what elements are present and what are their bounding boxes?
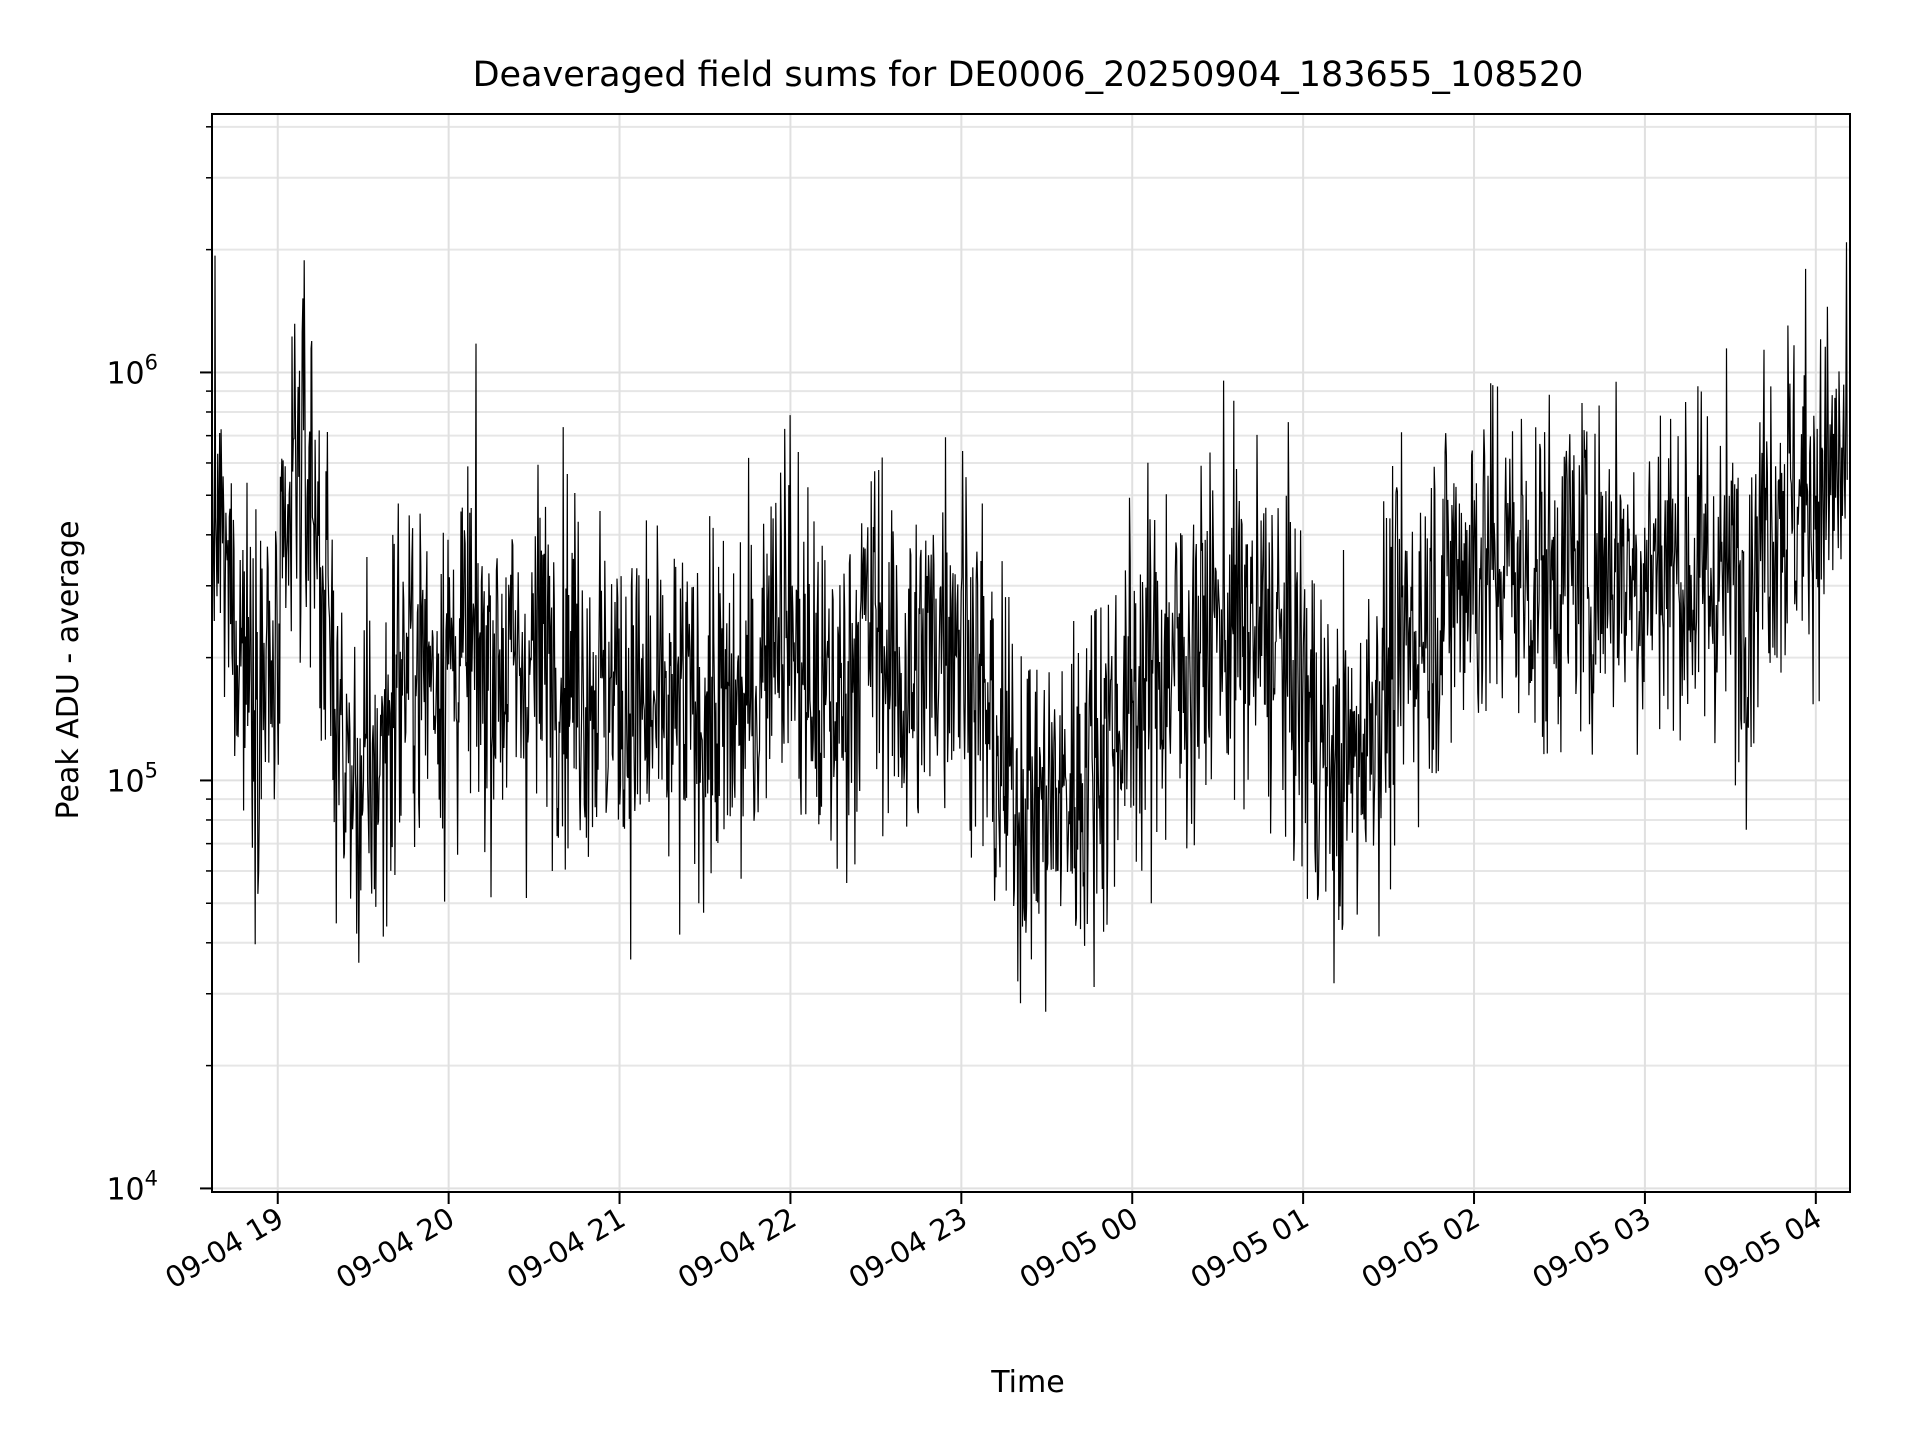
y-axis-label: Peak ADU - average	[51, 520, 86, 819]
plot-frame	[211, 113, 1851, 1193]
x-axis-label: Time	[990, 1365, 1064, 1400]
chart-title: Deaveraged field sums for DE0006_2025090…	[473, 55, 1584, 95]
plot-area	[211, 242, 1848, 1012]
series-line	[211, 242, 1848, 1012]
y-tick-label: 106	[106, 350, 158, 391]
grid	[212, 114, 1850, 1192]
